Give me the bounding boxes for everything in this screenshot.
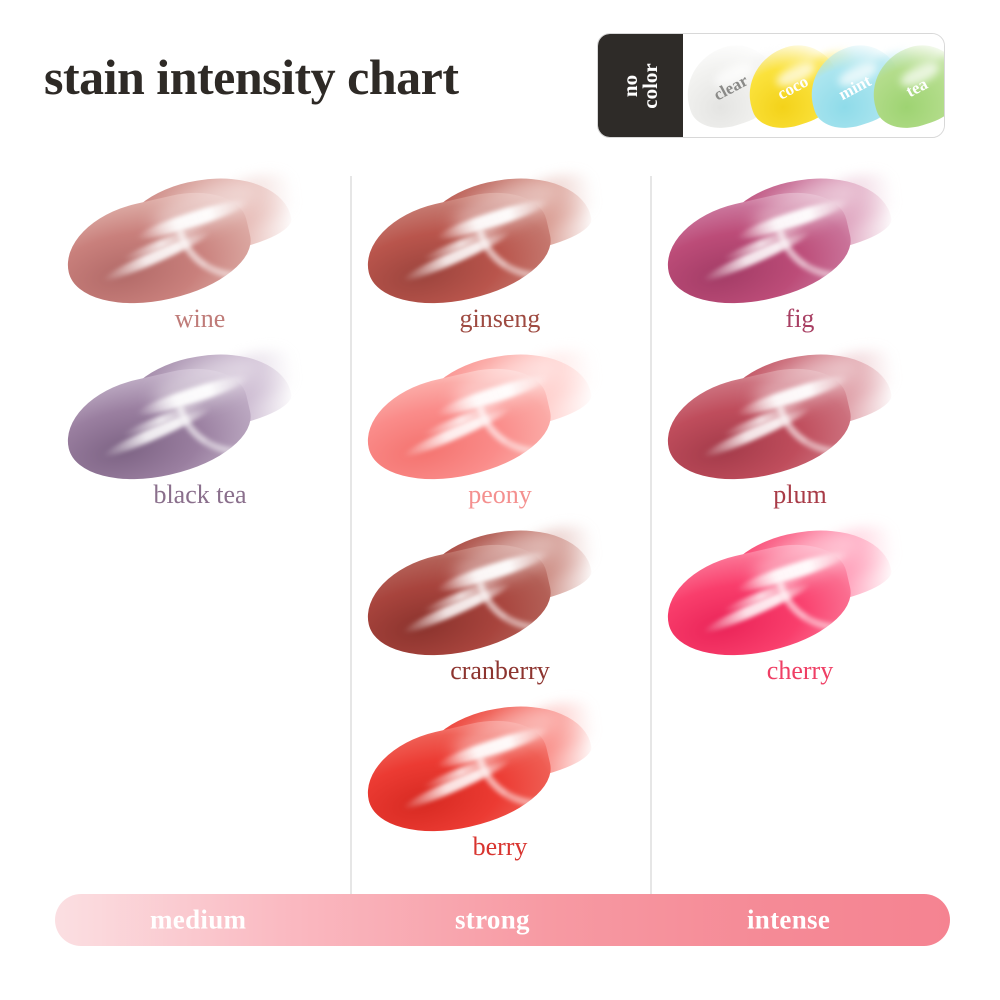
no-color-label: no color: [617, 62, 662, 109]
shade-cell-berry: berry: [350, 690, 650, 880]
shade-label: cherry: [766, 656, 834, 685]
shade-cell-fig: fig: [650, 162, 950, 352]
intensity-label-medium: medium: [150, 904, 247, 935]
shade-cell-cherry: cherry: [650, 514, 950, 704]
legend-swatch-tea: tea: [861, 34, 944, 137]
intensity-scale-bar: medium strong intense: [55, 894, 950, 946]
shade-label: berry: [472, 832, 528, 861]
column-medium: wine black tea: [50, 162, 350, 528]
page-title: stain intensity chart: [44, 49, 459, 105]
smear-swatch-berry: [357, 690, 608, 848]
column-divider-1: [350, 176, 352, 900]
smear-swatch-cherry: [657, 514, 908, 672]
intensity-label-intense: intense: [747, 904, 831, 935]
smear-swatch-peony: [357, 338, 608, 496]
smear-swatch-fig: [657, 162, 908, 320]
shade-label: fig: [785, 304, 815, 333]
smear-swatch-plum: [657, 338, 908, 496]
column-intense: fig plum cherry: [650, 162, 950, 704]
shade-label: black tea: [153, 480, 247, 509]
smear-swatch-ginseng: [357, 162, 608, 320]
shade-label: wine: [174, 304, 226, 333]
shade-cell-black-tea: black tea: [50, 338, 350, 528]
smear-swatch-wine: [57, 162, 308, 320]
shade-cell-plum: plum: [650, 338, 950, 528]
legend-swatch-list: clear coco mint tea: [675, 34, 944, 137]
shade-cell-ginseng: ginseng: [350, 162, 650, 352]
shade-cell-wine: wine: [50, 162, 350, 352]
intensity-label-strong: strong: [455, 904, 530, 935]
no-color-panel: no color: [598, 34, 683, 137]
column-strong: ginseng peony cranberry berry: [350, 162, 650, 880]
no-color-legend: no color clear coco mint tea: [597, 33, 945, 138]
shade-label: peony: [468, 480, 532, 509]
shade-label: ginseng: [459, 304, 541, 333]
shade-cell-peony: peony: [350, 338, 650, 528]
smear-swatch-black-tea: [57, 338, 308, 496]
shade-label: cranberry: [450, 656, 550, 685]
smear-swatch-cranberry: [357, 514, 608, 672]
shade-label: plum: [773, 480, 827, 509]
shade-cell-cranberry: cranberry: [350, 514, 650, 704]
column-divider-2: [650, 176, 652, 900]
